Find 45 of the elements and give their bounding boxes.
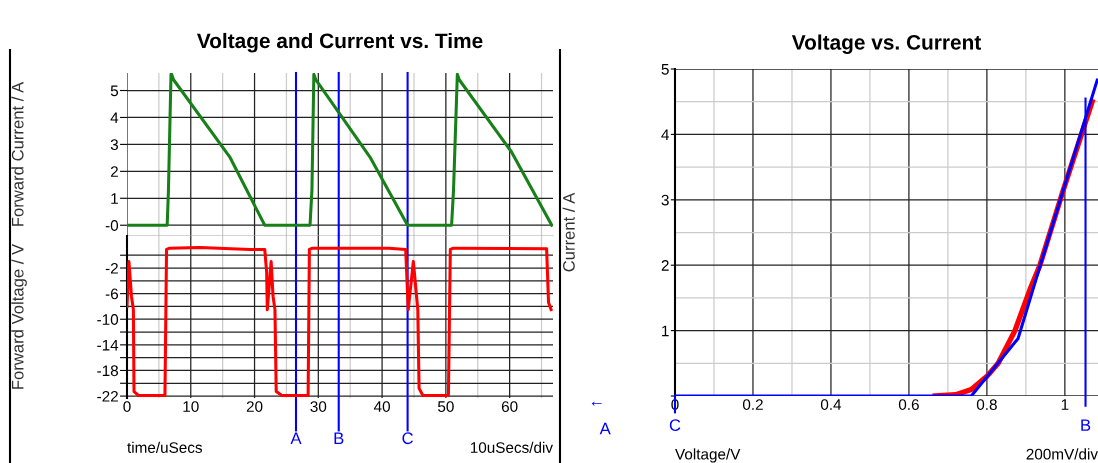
y-tick-label: -22: [97, 390, 118, 402]
y-tick-label: 2: [110, 166, 118, 177]
x-tick-label: 0.6: [898, 399, 919, 410]
x-axis-title: Voltage/V: [675, 448, 741, 463]
x-tick-label: 60: [501, 401, 518, 412]
x-tick-label: 0.8: [976, 399, 997, 410]
y-tick-label: -6: [105, 288, 118, 300]
y-tick-label: 3: [661, 194, 669, 206]
chart-title: Voltage vs. Current: [791, 34, 981, 54]
x-tick-label: 0.2: [742, 399, 763, 410]
ref-line-label: B: [334, 432, 344, 444]
y-tick-label: -14: [97, 339, 119, 351]
text: A: [599, 422, 611, 435]
ref-line-label: B: [1081, 419, 1091, 431]
y-tick-label: 1: [111, 193, 118, 204]
x-tick-label: 40: [373, 401, 390, 412]
ref-line-label: C: [669, 419, 681, 432]
text: 200mV/div: [1026, 448, 1098, 460]
y-tick-label: 2: [661, 260, 669, 271]
ref-line-label: A: [290, 432, 302, 444]
y-tick-label: 4: [110, 112, 119, 123]
y-axis-title: Current / A: [562, 192, 575, 272]
x-tick-label: 30: [310, 401, 327, 412]
y-tick-label: -10: [97, 314, 119, 325]
y-axis-title: Forward Current / A: [11, 81, 24, 226]
x-tick-label: 0.4: [820, 399, 842, 410]
x-tick-label: 1: [1061, 399, 1069, 410]
chart-title: Voltage and Current vs. Time: [196, 32, 483, 53]
text: time/uSecs: [127, 441, 203, 453]
y-tick-label: 5: [110, 85, 119, 97]
text: 10uSecs/div: [470, 441, 553, 453]
x-tick-label: 10: [183, 401, 199, 412]
y-tick-label: 1: [662, 325, 669, 337]
y-axis-title: Forward Voltage / V: [11, 243, 27, 389]
y-tick-label: 4: [661, 129, 669, 140]
ref-line-label: C: [402, 432, 413, 445]
y-tick-label: 5: [661, 64, 669, 75]
y-tick-label: -18: [97, 365, 118, 377]
text: ←: [591, 401, 602, 406]
x-tick-label: 20: [246, 401, 263, 412]
x-tick-label: 50: [437, 401, 454, 412]
x-tick-label: 0: [123, 401, 131, 412]
y-tick-label: -2: [105, 262, 118, 274]
y-tick-label: 3: [110, 139, 118, 151]
y-tick-label: -0: [105, 220, 119, 231]
